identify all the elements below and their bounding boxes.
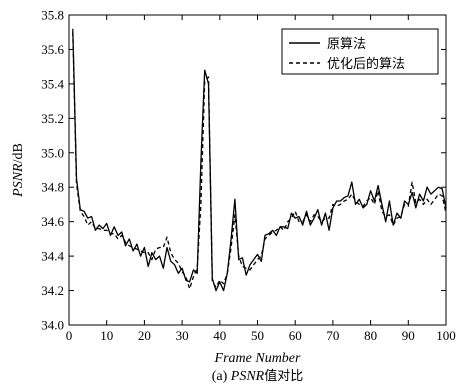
y-tick-label: 34.2 (41, 283, 64, 298)
x-axis-title: Frame Number (214, 351, 301, 366)
y-tick-label: 34.0 (41, 318, 64, 333)
x-tick-label: 10 (100, 328, 113, 343)
legend-label-optimized: 优化后的算法 (327, 56, 405, 72)
x-tick-label: 50 (251, 328, 264, 343)
y-tick-label: 34.4 (41, 249, 64, 264)
x-tick-label: 90 (402, 328, 415, 343)
y-tick-label: 35.8 (41, 8, 64, 23)
y-tick-label: 35.2 (41, 111, 64, 126)
x-axis: 0 10 20 30 40 50 60 70 80 90 100 (66, 15, 456, 343)
x-tick-label: 70 (326, 328, 339, 343)
caption-italic: PSNR (230, 369, 265, 384)
y-tick-label: 35.4 (41, 76, 64, 91)
figure-caption: (a) PSNR值对比 (212, 368, 304, 384)
x-tick-label: 60 (289, 328, 302, 343)
caption-prefix: (a) (212, 369, 231, 384)
y-axis: 34.0 34.2 34.4 34.6 34.8 35.0 35.2 35.4 35.6 35.8 (41, 8, 446, 333)
x-tick-label: 0 (66, 328, 73, 343)
plot-lines (72, 28, 447, 292)
legend-label-original: 原算法 (327, 37, 366, 52)
x-tick-label: 30 (176, 328, 189, 343)
y-tick-label: 34.6 (41, 214, 64, 229)
y-tick-label: 35.0 (41, 145, 64, 160)
y-axis-title-unit: /dB (11, 143, 26, 163)
x-tick-label: 80 (364, 328, 377, 343)
y-tick-label: 34.8 (41, 180, 64, 195)
y-axis-title: PSNR/dB (11, 143, 26, 198)
legend-frame (281, 28, 439, 75)
y-axis-title-italic: PSNR (11, 163, 26, 198)
series-line-optimized (72, 32, 447, 290)
legend: 原算法 优化后的算法 (281, 28, 439, 75)
x-tick-label: 20 (138, 328, 151, 343)
x-tick-label: 40 (213, 328, 226, 343)
y-tick-label: 35.6 (41, 42, 64, 57)
x-tick-label: 100 (436, 328, 456, 343)
caption-suffix: 值对比 (264, 368, 303, 384)
